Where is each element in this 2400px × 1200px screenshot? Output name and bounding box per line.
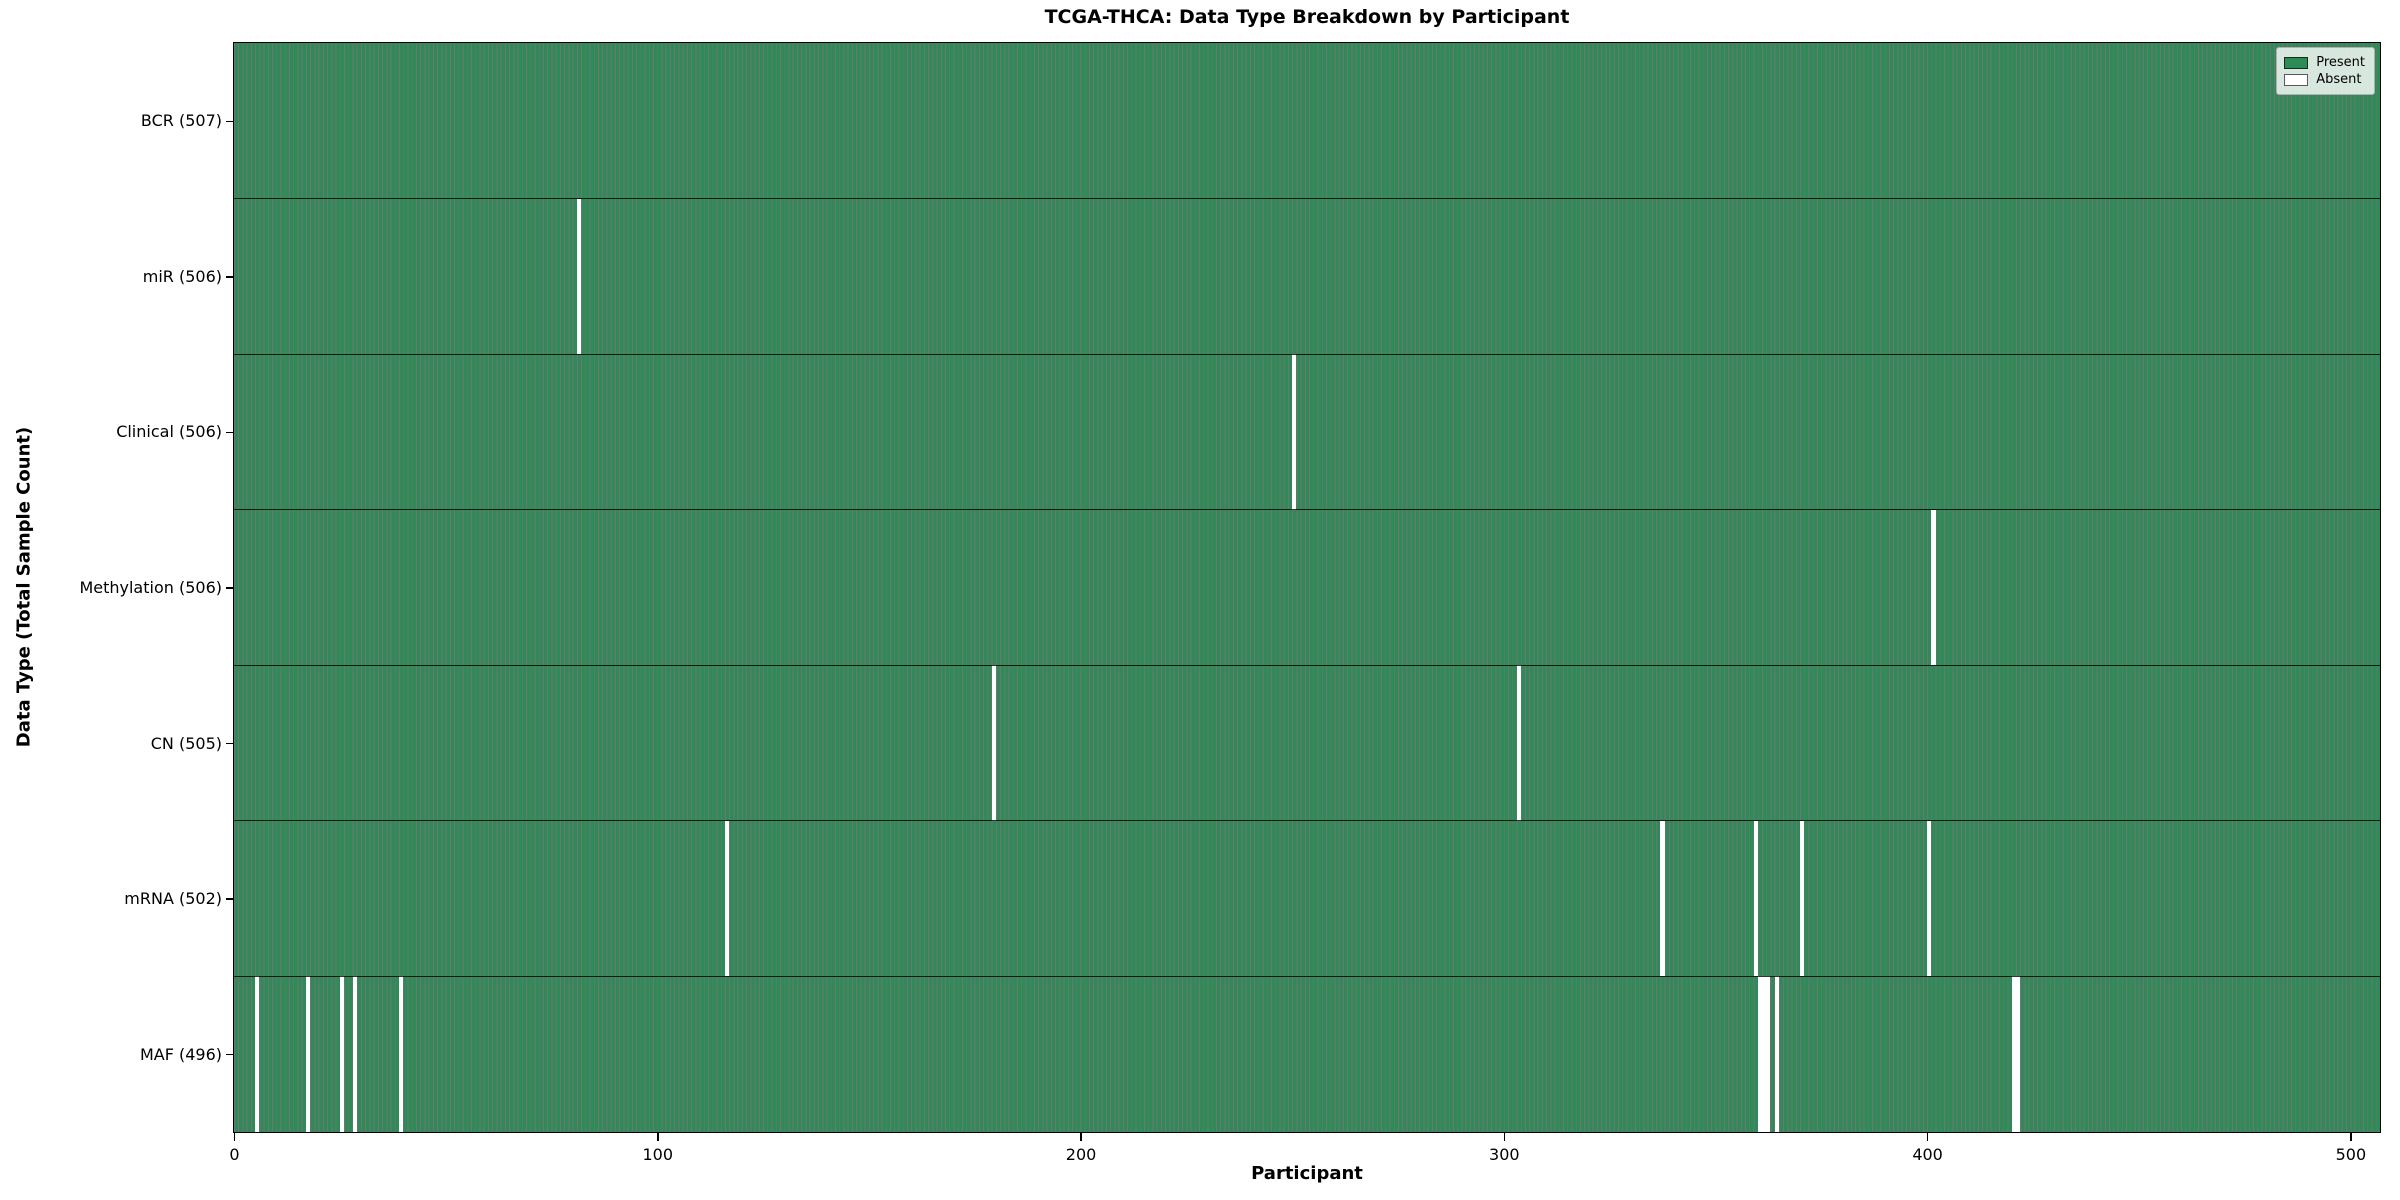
y-tick-label-mir: miR (506) bbox=[142, 266, 222, 286]
y-tick-mark bbox=[226, 1053, 233, 1056]
y-axis-tick-labels: BCR (507) miR (506) Clinical (506) Methylat… bbox=[0, 42, 222, 1133]
data-row-mrna bbox=[234, 820, 2380, 977]
x-tick-label-500: 500 bbox=[2335, 1145, 2367, 1164]
x-tick-label-400: 400 bbox=[1912, 1145, 1943, 1164]
absent-gap bbox=[1516, 665, 1521, 821]
absent-gap bbox=[1766, 976, 1771, 1132]
x-tick-mark bbox=[233, 1133, 236, 1141]
y-tick-label-maf: MAF (496) bbox=[139, 1044, 222, 1064]
y-tick-mark bbox=[226, 431, 233, 434]
x-axis-label: Participant bbox=[1251, 1163, 1363, 1184]
data-row-cn bbox=[234, 665, 2380, 821]
absent-gap bbox=[1927, 820, 1932, 977]
y-tick-label-methylation: Methylation (506) bbox=[79, 578, 222, 597]
x-tick-label-0: 0 bbox=[229, 1145, 240, 1164]
legend-label-present: Present bbox=[2316, 55, 2365, 70]
absent-gap bbox=[576, 198, 582, 355]
absent-gap bbox=[305, 976, 311, 1132]
absent-swatch-icon bbox=[2284, 73, 2309, 86]
y-tick-mark bbox=[226, 898, 233, 900]
x-tick-label-300: 300 bbox=[1489, 1145, 1520, 1164]
y-tick-label-mrna: mRNA (502) bbox=[124, 889, 222, 909]
row-divider bbox=[234, 975, 2380, 978]
absent-gap bbox=[399, 976, 404, 1132]
absent-gap bbox=[1753, 820, 1758, 977]
absent-gap bbox=[339, 976, 345, 1132]
absent-gap bbox=[1757, 976, 1762, 1132]
x-tick-label-100: 100 bbox=[642, 1145, 674, 1164]
data-row-maf bbox=[234, 976, 2380, 1132]
x-tick-mark bbox=[1080, 1133, 1082, 1141]
chart-title: TCGA-THCA: Data Type Breakdown by Partic… bbox=[1044, 6, 1570, 28]
absent-gap bbox=[1292, 354, 1297, 510]
data-row-mir bbox=[234, 198, 2380, 355]
legend-label-absent: Absent bbox=[2316, 72, 2362, 87]
y-tick-label-clinical: Clinical (506) bbox=[116, 422, 222, 442]
y-tick-label-cn: CN (505) bbox=[150, 733, 222, 753]
absent-gap bbox=[991, 665, 996, 821]
y-tick-label-bcr: BCR (507) bbox=[140, 111, 222, 131]
absent-gap bbox=[1774, 976, 1779, 1132]
row-divider bbox=[234, 509, 2380, 511]
data-row-methylation bbox=[234, 509, 2380, 666]
legend: Present Absent bbox=[2276, 47, 2375, 95]
y-tick-mark bbox=[226, 742, 233, 745]
absent-gap bbox=[1800, 820, 1805, 977]
absent-gap bbox=[2011, 976, 2016, 1132]
present-swatch-icon bbox=[2284, 56, 2309, 69]
data-row-clinical bbox=[234, 354, 2380, 510]
absent-gap bbox=[1762, 976, 1767, 1132]
x-tick-mark bbox=[2350, 1133, 2352, 1141]
row-divider bbox=[234, 820, 2380, 822]
absent-gap bbox=[352, 976, 357, 1132]
absent-gap bbox=[724, 820, 730, 977]
legend-entry-present: Present bbox=[2284, 55, 2365, 70]
legend-entry-absent: Absent bbox=[2284, 72, 2365, 87]
absent-gap bbox=[255, 976, 260, 1132]
x-tick-mark bbox=[657, 1133, 659, 1141]
data-row-bcr bbox=[234, 43, 2380, 199]
row-divider bbox=[234, 197, 2380, 200]
y-tick-mark bbox=[226, 587, 233, 589]
row-divider bbox=[234, 353, 2380, 355]
x-tick-label-200: 200 bbox=[1065, 1145, 1097, 1164]
y-tick-mark bbox=[226, 120, 233, 123]
y-tick-mark bbox=[226, 276, 233, 278]
x-tick-mark bbox=[1926, 1133, 1929, 1141]
absent-gap bbox=[1931, 509, 1936, 666]
row-divider bbox=[234, 664, 2380, 666]
absent-gap bbox=[1660, 820, 1665, 977]
plot-area: Present Absent bbox=[233, 42, 2381, 1133]
x-tick-mark bbox=[1503, 1133, 1506, 1141]
absent-gap bbox=[2015, 976, 2021, 1132]
